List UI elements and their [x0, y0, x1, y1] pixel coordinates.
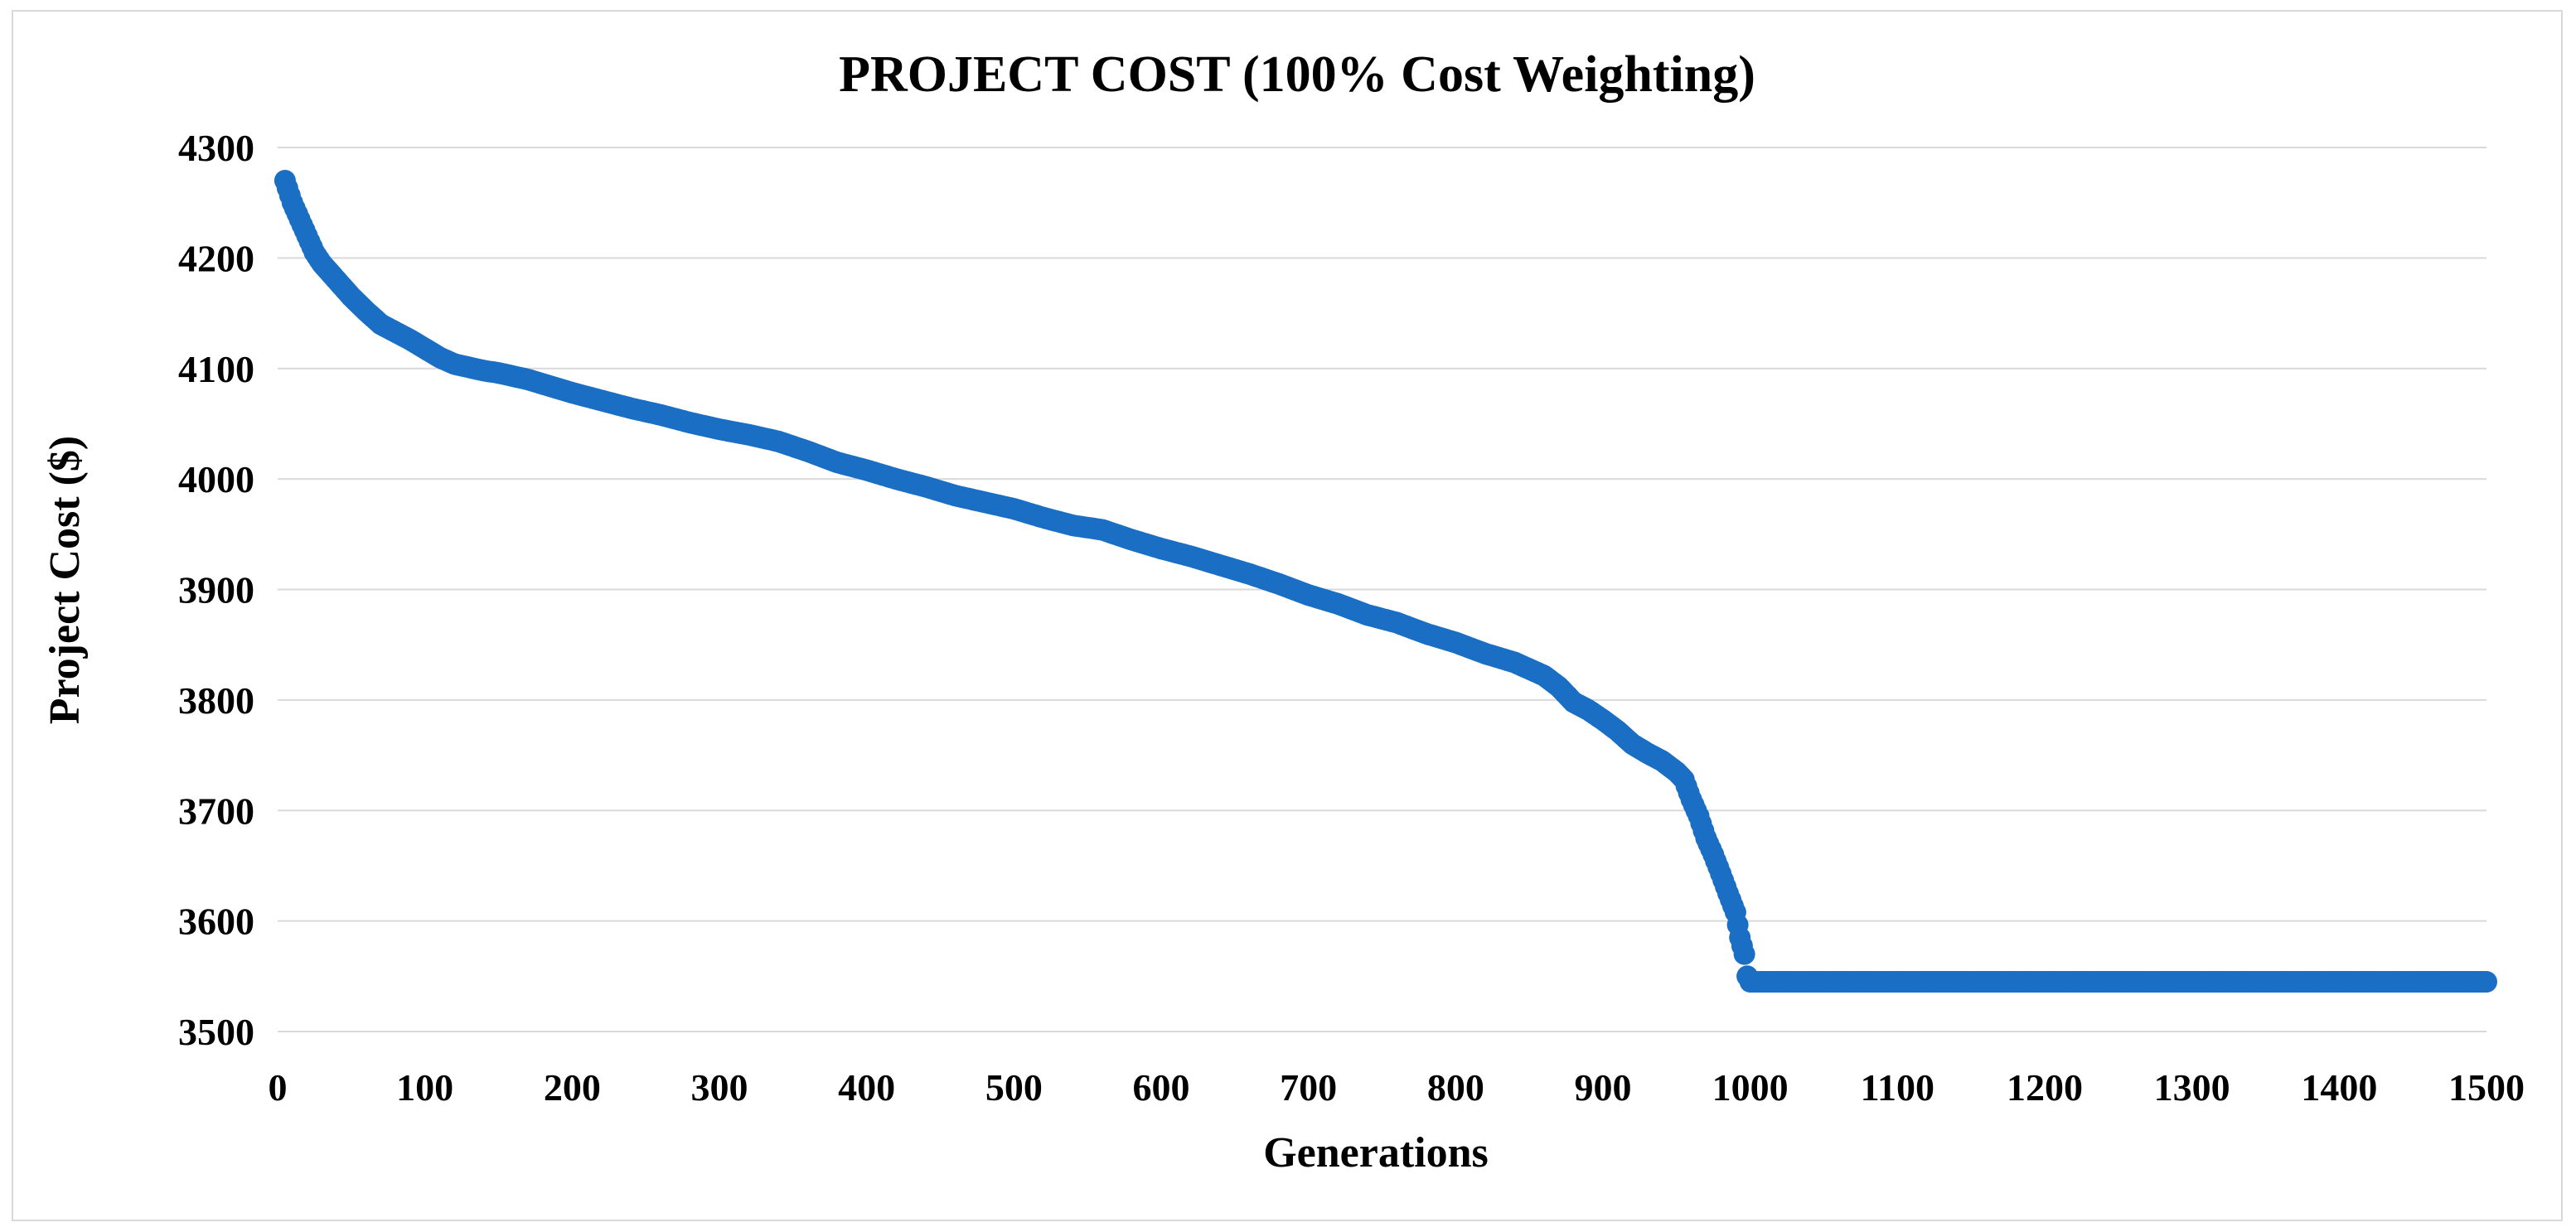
x-tick-label: 100: [396, 1066, 453, 1109]
x-tick-label: 1100: [1861, 1066, 1934, 1109]
x-tick-label: 300: [691, 1066, 748, 1109]
data-series: [274, 170, 2497, 993]
x-tick-label: 800: [1427, 1066, 1484, 1109]
y-tick-label: 4000: [178, 458, 254, 500]
x-tick-label: 1500: [2448, 1066, 2525, 1109]
y-axis-label: Project Cost ($): [41, 436, 89, 724]
y-tick-label: 3700: [178, 790, 254, 832]
x-tick-label: 0: [269, 1066, 288, 1109]
x-tick-label: 500: [985, 1066, 1043, 1109]
grid-lines: [278, 147, 2486, 1032]
data-point: [2476, 971, 2497, 993]
data-point: [1733, 943, 1755, 965]
y-tick-label: 3900: [178, 569, 254, 611]
x-tick-label: 1300: [2154, 1066, 2230, 1109]
x-tick-label: 600: [1133, 1066, 1190, 1109]
x-tick-label: 1200: [2007, 1066, 2083, 1109]
x-axis-ticks: 0 100 200 300 400 500 600 700 800 900 1000 1100 1200…: [269, 1066, 2525, 1109]
x-tick-label: 700: [1280, 1066, 1337, 1109]
y-tick-label: 3600: [178, 901, 254, 943]
x-tick-label: 200: [544, 1066, 601, 1109]
x-tick-label: 1400: [2301, 1066, 2377, 1109]
chart-title: PROJECT COST (100% Cost Weighting): [839, 46, 1755, 103]
y-tick-label: 4100: [178, 348, 254, 390]
y-tick-label: 3500: [178, 1011, 254, 1053]
x-tick-label: 900: [1575, 1066, 1632, 1109]
x-tick-label: 400: [838, 1066, 895, 1109]
chart-frame: [12, 10, 2563, 1221]
y-tick-label: 3800: [178, 679, 254, 722]
y-tick-label: 4300: [178, 127, 254, 169]
y-axis-ticks: 3500 3600 3700 3800 3900 4000 4100 4200 4300: [178, 127, 254, 1053]
x-axis-label: Generations: [1263, 1129, 1489, 1176]
x-tick-label: 1000: [1712, 1066, 1789, 1109]
y-tick-label: 4200: [178, 237, 254, 279]
